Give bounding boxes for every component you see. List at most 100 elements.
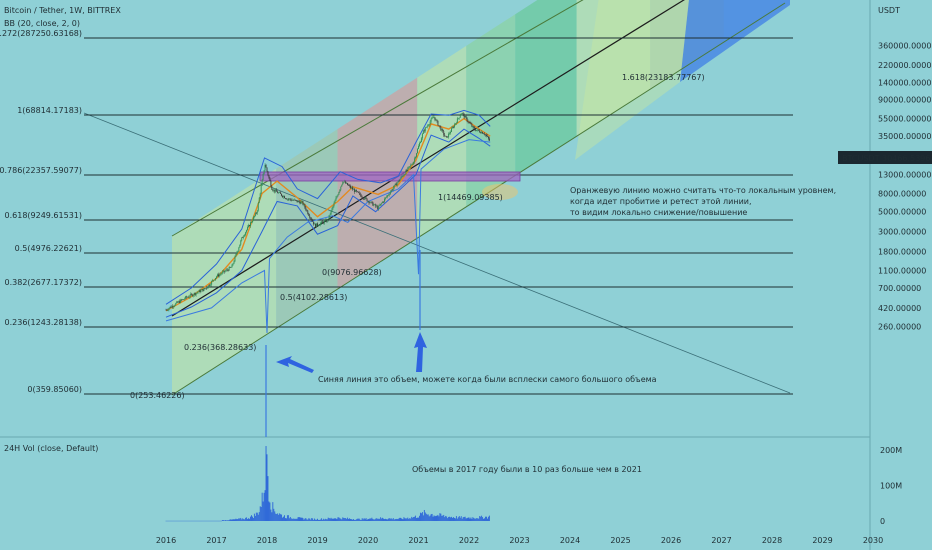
candle-body <box>322 222 324 224</box>
volume-bar <box>343 517 345 521</box>
volume-bar <box>443 514 445 521</box>
candle-body <box>175 303 177 306</box>
candle-body <box>165 309 167 311</box>
candle-body <box>354 189 356 192</box>
volume-bar <box>305 518 307 521</box>
volume-bar <box>226 520 228 521</box>
volume-bar <box>418 517 419 521</box>
candle-body <box>474 128 476 130</box>
candle-body <box>458 117 460 119</box>
volume-bar <box>391 519 393 521</box>
volume-bar <box>422 515 424 521</box>
candle-body <box>399 179 401 181</box>
candle-body <box>191 294 193 297</box>
candle-body <box>480 132 482 134</box>
channel-level-label: 0(9076.96628) <box>322 268 382 277</box>
candle-body <box>242 237 244 239</box>
candle-body <box>379 205 381 206</box>
candle-body <box>369 202 371 204</box>
candle-body <box>481 131 483 134</box>
volume-bar <box>270 509 272 521</box>
candle-body <box>294 199 296 201</box>
volume-bar <box>348 518 350 521</box>
volume-bar <box>447 518 449 521</box>
projection-band-secondary <box>575 0 689 160</box>
candle-body <box>169 306 171 309</box>
volume-bar <box>329 518 331 521</box>
candle-body <box>355 189 357 192</box>
volume-bar <box>313 519 315 521</box>
candle-body <box>222 270 224 272</box>
volume-bar <box>306 519 308 521</box>
candle-body <box>254 213 256 216</box>
candle-body <box>444 134 446 136</box>
candle-body <box>239 244 241 248</box>
candle-body <box>411 164 413 166</box>
volume-bar <box>389 518 391 521</box>
candle-body <box>389 191 391 195</box>
candle-body <box>459 115 461 118</box>
volume-bar <box>243 519 245 521</box>
volume-bar <box>405 518 407 521</box>
candle-body <box>188 296 190 298</box>
candle-body <box>397 180 399 183</box>
candle-body <box>284 196 285 199</box>
candle-body <box>319 223 321 226</box>
candle-body <box>223 270 225 272</box>
candle-body <box>228 267 230 271</box>
volume-bar <box>401 518 403 521</box>
candle-body <box>309 215 311 218</box>
candle-body <box>230 267 232 268</box>
volume-bar <box>290 518 292 521</box>
volume-bar <box>241 519 243 521</box>
price-tick-label: 1100.00000 <box>878 266 926 275</box>
volume-bar <box>456 518 458 521</box>
volume-bar <box>233 519 235 521</box>
candle-body <box>367 201 369 202</box>
candle-body <box>291 200 293 201</box>
candle-body <box>174 305 176 307</box>
volume-bar <box>359 519 361 521</box>
volume-bar <box>482 517 484 521</box>
last-price-symbol-tag <box>838 151 880 164</box>
volume-bar <box>273 508 275 521</box>
candle-body <box>271 186 273 190</box>
candle-body <box>351 187 352 189</box>
orange-line-note: то видим локально снижение/повышение <box>570 208 747 217</box>
volume-bar <box>403 517 405 521</box>
candle-body <box>407 167 409 171</box>
volume-bar <box>397 519 399 521</box>
volume-bar <box>437 514 439 521</box>
volume-bar <box>423 509 425 521</box>
candle-body <box>280 192 282 194</box>
volume-bar <box>380 517 382 521</box>
candle-body <box>385 197 386 199</box>
price-tick-label: 1800.00000 <box>878 247 926 256</box>
candle-body <box>261 179 263 186</box>
volume-bar <box>461 518 463 521</box>
volume-bar <box>374 519 376 521</box>
volume-bar <box>346 518 348 521</box>
volume-bar <box>392 518 394 521</box>
candle-body <box>368 201 370 204</box>
candle-body <box>328 214 330 220</box>
candle-body <box>237 250 239 253</box>
volume-bar <box>342 517 344 521</box>
candle-body <box>365 197 367 199</box>
last-price-value-tag <box>880 151 932 164</box>
volume-bar <box>314 518 316 521</box>
candle-body <box>326 219 328 222</box>
volume-bar <box>362 519 364 521</box>
volume-bar <box>369 518 371 521</box>
candle-body <box>268 175 270 178</box>
candle-body <box>350 185 351 188</box>
channel-band <box>337 77 418 290</box>
price-tick-label: 360000.00000 <box>878 42 932 51</box>
volume-bar <box>425 513 427 521</box>
candle-body <box>450 131 451 134</box>
candle-body <box>434 117 436 121</box>
candle-body <box>453 127 454 128</box>
candle-body <box>186 297 188 298</box>
volume-bar <box>446 516 448 521</box>
candle-body <box>202 289 204 291</box>
